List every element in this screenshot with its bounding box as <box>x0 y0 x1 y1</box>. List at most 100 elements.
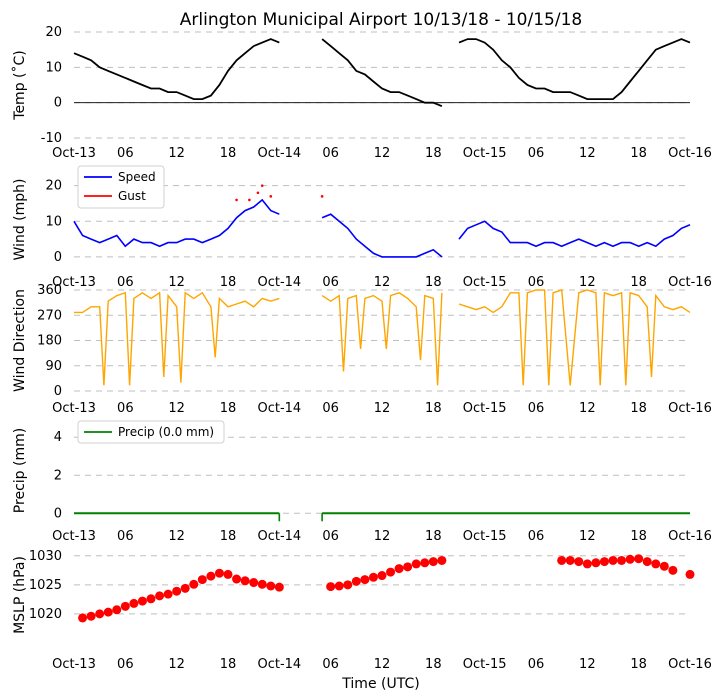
y-tick-label: 2 <box>54 468 62 483</box>
mslp-point <box>651 559 661 569</box>
x-tick-label: 18 <box>425 275 442 290</box>
y-tick-label: -10 <box>41 131 62 146</box>
y-tick-label: 10 <box>45 214 62 229</box>
y-tick-label: 4 <box>54 430 62 445</box>
x-tick-label: 06 <box>117 657 134 672</box>
x-tick-label: Oct-14 <box>257 657 301 672</box>
x-tick-label: 18 <box>630 529 647 544</box>
x-tick-label: 12 <box>374 401 391 416</box>
mslp-point <box>78 613 88 623</box>
mslp-point <box>420 558 430 568</box>
x-tick-label: 18 <box>630 401 647 416</box>
x-tick-label: 18 <box>425 529 442 544</box>
x-tick-label: 18 <box>220 275 237 290</box>
x-tick-label: 18 <box>630 657 647 672</box>
x-tick-label: 12 <box>579 657 596 672</box>
mslp-point <box>386 567 396 577</box>
wind-direction-line <box>458 289 691 386</box>
x-tick-label: 12 <box>579 275 596 290</box>
mslp-point <box>360 575 370 585</box>
mslp-point <box>249 578 259 588</box>
mslp-point <box>668 565 678 575</box>
y-tick-label: 0 <box>54 384 62 399</box>
mslp-point <box>223 569 233 579</box>
x-axis-label: Time (UTC) <box>341 676 419 692</box>
mslp-point <box>180 583 190 593</box>
mslp-point <box>155 591 165 601</box>
panel-precip: 0 2 4 Precip (mm) Oct-13 06 12 18 Oct-14 06 12 18 Oc… <box>12 420 712 544</box>
x-tick-label: 18 <box>220 146 237 161</box>
x-tick-label: Oct-13 <box>52 401 96 416</box>
y-tick-label: 360 <box>37 283 62 298</box>
mslp-point <box>274 582 284 592</box>
y-tick-label: 0 <box>54 250 62 265</box>
x-tick-label: 06 <box>528 275 545 290</box>
x-tick-label: Oct-16 <box>668 529 712 544</box>
x-tick-label: Oct-13 <box>52 529 96 544</box>
x-tick-label: Oct-15 <box>463 529 507 544</box>
y-tick-label: 1025 <box>29 578 62 593</box>
mslp-point <box>163 589 173 599</box>
gust-point <box>260 184 264 187</box>
x-tick-label: 06 <box>322 657 339 672</box>
mslp-point <box>351 576 361 586</box>
y-tick-label: 0 <box>54 506 62 521</box>
x-tick-label: 18 <box>220 401 237 416</box>
legend-speed-label: Speed <box>118 170 156 184</box>
mslp-point <box>574 557 584 567</box>
mslp-point <box>189 579 199 589</box>
mslp-point <box>617 555 627 565</box>
y-axis-label: Precip (mm) <box>12 428 28 513</box>
legend-precip-label: Precip (0.0 mm) <box>118 425 214 439</box>
mslp-point <box>659 561 669 571</box>
mslp-point <box>120 601 130 611</box>
mslp-point <box>394 564 404 574</box>
x-tick-label: 18 <box>425 657 442 672</box>
mslp-point <box>437 555 447 565</box>
y-axis-label: MSLP (hPa) <box>12 556 28 634</box>
x-tick-label: Oct-16 <box>668 657 712 672</box>
y-tick-label: 20 <box>45 179 62 194</box>
mslp-point <box>634 554 644 564</box>
x-tick-label: 12 <box>374 529 391 544</box>
wind-direction-line <box>321 292 443 386</box>
mslp-point <box>685 569 695 579</box>
mslp-point <box>343 580 353 590</box>
panel-wind_direction: 0 90 180 270 360 Wind Direction Oct-13 06 12 18 Oc… <box>12 283 712 416</box>
mslp-point <box>557 555 567 565</box>
mslp-point <box>608 555 618 565</box>
x-tick-label: Oct-16 <box>668 275 712 290</box>
x-tick-label: 06 <box>117 529 134 544</box>
legend-frame <box>77 420 225 444</box>
wind-speed-line <box>73 198 280 248</box>
x-tick-label: Oct-16 <box>668 401 712 416</box>
panel-temperature: -10 0 10 20 Temp (˚C) Oct-13 06 12 18 Oct-14 06 12 1… <box>11 25 712 161</box>
y-axis-label: Temp (˚C) <box>11 50 28 120</box>
mslp-point <box>112 605 122 615</box>
mslp-point <box>214 568 224 578</box>
wind-speed-line <box>321 213 443 258</box>
wind-direction-line <box>74 291 280 386</box>
y-tick-label: 0 <box>54 96 62 111</box>
mslp-point <box>625 554 635 564</box>
y-tick-label: 1020 <box>29 607 62 622</box>
x-tick-label: Oct-13 <box>52 657 96 672</box>
x-tick-label: 06 <box>528 529 545 544</box>
mslp-point <box>95 609 105 619</box>
x-tick-label: 06 <box>528 146 545 161</box>
x-tick-label: Oct-15 <box>463 275 507 290</box>
x-tick-label: Oct-15 <box>463 401 507 416</box>
mslp-point <box>86 611 96 621</box>
mslp-point <box>599 557 609 567</box>
x-tick-label: 12 <box>168 657 185 672</box>
gust-point <box>248 198 251 202</box>
mslp-point <box>172 586 182 596</box>
x-tick-label: 12 <box>168 401 185 416</box>
mslp-point <box>582 559 592 569</box>
x-tick-label: 12 <box>579 401 596 416</box>
gust-point <box>235 198 238 202</box>
temperature-line <box>321 38 443 108</box>
y-tick-label: 270 <box>37 308 62 323</box>
mslp-point <box>129 598 139 608</box>
